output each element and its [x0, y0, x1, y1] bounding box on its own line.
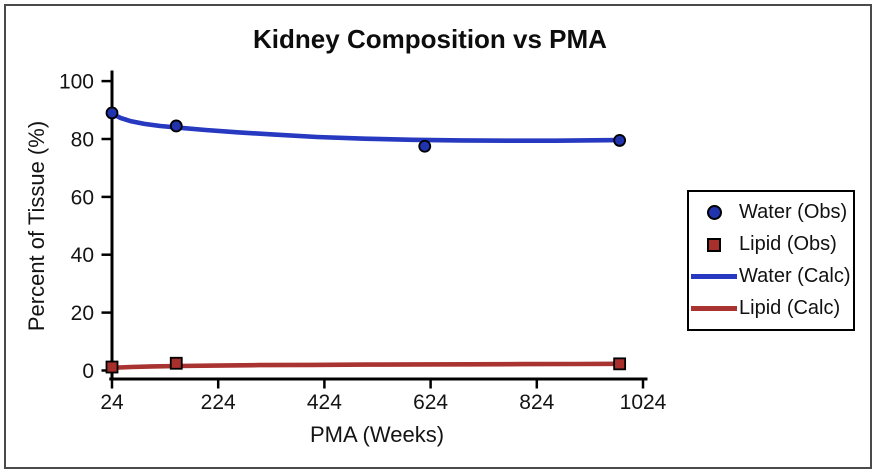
water-obs-point [169, 119, 183, 133]
lipid-obs-points [105, 356, 627, 374]
y-tick-labels: 0 20 40 60 80 100 [59, 71, 94, 383]
lipid-obs-square-icon [707, 237, 721, 252]
y-tick-40: 40 [71, 244, 94, 267]
legend-label: Water (Calc) [739, 264, 851, 287]
chart-title: Kidney Composition vs PMA [253, 24, 607, 54]
x-tick-24: 24 [100, 391, 124, 414]
legend-item-lipid-calc: Lipid (Calc) [689, 297, 853, 320]
y-tick-0: 0 [82, 360, 94, 383]
lipid-obs-point [169, 356, 183, 370]
x-tick-labels: 24 224 424 624 824 1024 [100, 391, 666, 414]
water-obs-points [105, 106, 627, 153]
legend-item-water-calc: Water (Calc) [689, 265, 853, 288]
x-tick-824: 824 [519, 391, 554, 414]
lipid-obs-point [105, 360, 119, 374]
lipid-obs-point [613, 357, 627, 371]
legend-label: Water (Obs) [739, 201, 848, 224]
legend-box: Water (Obs) Lipid (Obs) Water (Calc) Lip… [687, 190, 855, 331]
water-obs-circle-icon [706, 205, 722, 221]
lipid-calc-line [109, 361, 622, 371]
legend-label: Lipid (Obs) [739, 233, 837, 256]
water-obs-point [613, 134, 627, 147]
y-tick-100: 100 [59, 71, 94, 94]
legend-label: Lipid (Calc) [739, 296, 841, 319]
x-tick-1024: 1024 [620, 391, 667, 414]
y-tick-80: 80 [71, 129, 94, 152]
y-tick-20: 20 [71, 302, 94, 325]
legend-item-lipid-obs: Lipid (Obs) [689, 233, 853, 256]
y-tick-60: 60 [71, 186, 94, 209]
water-calc-line [109, 111, 622, 143]
water-obs-point [105, 106, 119, 120]
legend-item-water-obs: Water (Obs) [689, 201, 853, 224]
x-tick-624: 624 [413, 391, 448, 414]
water-calc-line-icon [691, 273, 737, 279]
lipid-calc-line-icon [691, 305, 737, 311]
x-tick-424: 424 [307, 391, 342, 414]
y-axis-title: Percent of Tissue (%) [24, 121, 49, 331]
x-tick-224: 224 [201, 391, 236, 414]
x-axis-title: PMA (Weeks) [310, 422, 444, 447]
water-obs-point [418, 139, 432, 153]
x-tick-marks [110, 379, 645, 389]
y-tick-marks [101, 79, 112, 372]
